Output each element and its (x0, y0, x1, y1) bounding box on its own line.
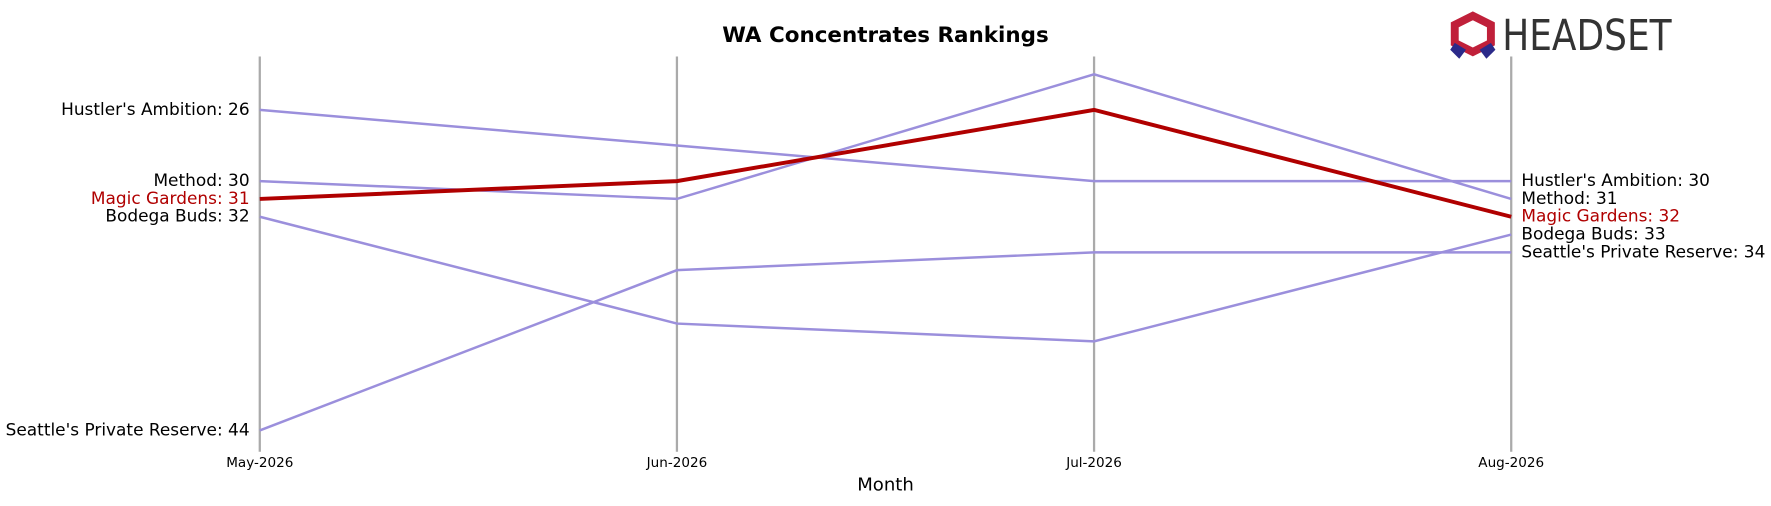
x-tick-label: Jul-2026 (1065, 455, 1122, 471)
logo-icon (1479, 42, 1496, 59)
x-tick-label: May-2026 (226, 455, 293, 471)
series-line (259, 215, 1512, 343)
value-label: Magic Gardens: 32 (1521, 206, 1680, 226)
x-axis-label: Month (857, 475, 914, 496)
series-line (259, 108, 1512, 183)
logo-icon (1450, 11, 1495, 57)
value-label: Bodega Buds: 32 (105, 206, 249, 226)
chart-title: WA Concentrates Rankings (722, 23, 1048, 48)
value-label: Bodega Buds: 33 (1521, 224, 1665, 244)
value-label: Seattle's Private Reserve: 34 (1521, 241, 1765, 261)
series-line (259, 251, 1512, 432)
value-label: Seattle's Private Reserve: 44 (6, 419, 250, 439)
value-label: Method: 31 (1521, 188, 1617, 208)
series-line (259, 107, 1512, 219)
logo-text: HEADSET (1502, 11, 1672, 61)
value-label: Method: 30 (153, 170, 249, 190)
x-tick-label: Aug-2026 (1478, 455, 1544, 471)
logo: HEADSET (1450, 11, 1672, 61)
value-label: Hustler's Ambition: 30 (1521, 170, 1710, 190)
logo-icon (1450, 42, 1467, 59)
x-tick-label: Jun-2026 (646, 455, 708, 471)
value-label: Hustler's Ambition: 26 (61, 99, 250, 119)
value-label: Magic Gardens: 31 (91, 188, 250, 208)
